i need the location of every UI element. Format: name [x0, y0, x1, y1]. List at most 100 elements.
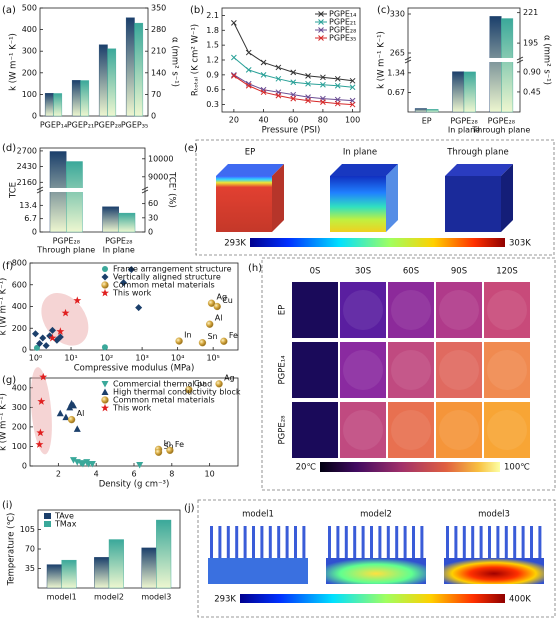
y-tick-label: 400 [22, 25, 37, 34]
point [290, 95, 297, 102]
bar [463, 71, 476, 113]
point [231, 72, 237, 79]
y-tick-label: 1.8 [206, 26, 219, 35]
y-tick-label: 1.5 [206, 41, 219, 50]
fin [386, 526, 390, 560]
x-tick-label: 60 [288, 116, 298, 125]
legend-label: PGPE₂₈ [329, 26, 356, 35]
bar [108, 539, 124, 589]
axis-break [36, 186, 44, 194]
bar [80, 80, 90, 117]
point [305, 80, 311, 87]
thermal-spot [391, 350, 431, 390]
point [88, 461, 96, 468]
point [69, 457, 77, 464]
point [245, 49, 252, 56]
legend-marker [318, 11, 324, 17]
legend-marker [101, 273, 109, 281]
legend-label: PGPE₁₄ [329, 10, 356, 19]
fin [471, 526, 475, 560]
fin [496, 526, 500, 560]
point [69, 401, 77, 409]
y2-tick-label: 0 [148, 228, 153, 237]
thermal-spot [487, 290, 527, 330]
point [154, 448, 163, 456]
x-tick-label: 10 [205, 470, 215, 479]
y-tick-label: 500 [22, 4, 37, 13]
point-label: In [164, 439, 171, 448]
point-label: Al [77, 409, 85, 418]
base [208, 558, 308, 584]
point [320, 81, 326, 88]
panel-frame [195, 139, 555, 256]
thermal-tile [292, 402, 338, 458]
x-tick-label: 2 [56, 470, 61, 479]
point [260, 72, 267, 78]
thermal-tile [436, 282, 482, 338]
bar [118, 212, 136, 233]
y-tick-label: 105 [20, 525, 35, 534]
y-tick-label: 0.9 [206, 70, 219, 79]
point [290, 79, 297, 86]
y-tick-label: 600 [12, 280, 27, 289]
point [305, 72, 311, 79]
point [36, 428, 45, 437]
x-tick-sublabel: In plane [103, 246, 135, 255]
legend-label: Commercial thermal pad [113, 380, 212, 389]
panel-frame [261, 257, 556, 491]
legend-marker [102, 266, 108, 272]
bar [53, 93, 63, 117]
fin [260, 526, 264, 560]
y-axis-label: Temperature (℃) [7, 513, 17, 587]
x-axis-label: Pressure (PSI) [262, 126, 321, 136]
fin [488, 526, 491, 560]
y2-tick-label: 70 [151, 90, 161, 99]
point [166, 446, 174, 455]
fin [361, 526, 365, 560]
line [233, 75, 353, 106]
thermal-tile [340, 342, 386, 398]
heat-sinks [208, 526, 544, 584]
point [36, 339, 44, 347]
x-tick-label: PGEP₂₁ [67, 121, 94, 130]
bar [125, 17, 135, 117]
x-tick-label: 10³ [135, 354, 148, 363]
point [56, 327, 65, 335]
bar [489, 16, 502, 113]
y2-tick-label: 280 [151, 25, 166, 34]
x-tick-sublabel: Through plane [471, 126, 530, 135]
point [33, 344, 40, 351]
point [334, 100, 341, 107]
y-tick-label: 330 [390, 10, 405, 19]
legend-label: TAve [54, 512, 74, 521]
point [305, 97, 311, 104]
legend-label: PGPE₃₅ [329, 34, 356, 43]
colorbar-label: 400K [509, 595, 531, 605]
panel-frame [197, 499, 556, 618]
legend-label: PGPE₂₁ [329, 18, 356, 27]
fin [370, 526, 373, 560]
point [245, 80, 252, 87]
cube-ep [216, 164, 284, 232]
y-tick-label: 100 [22, 90, 37, 99]
x-tick-label: PGEP₃₅ [121, 121, 148, 130]
legend-label: Frame arrangement structure [113, 265, 232, 274]
colorbar-label: 293K [214, 595, 236, 605]
colorbar [320, 462, 500, 472]
point [39, 334, 47, 342]
y2-tick-label: 0.90 [523, 67, 541, 76]
legend-swatch [44, 521, 51, 527]
y2-axis-label: TCE' (%) [167, 171, 177, 208]
thermal-spot [391, 290, 431, 330]
x-tick-label: 4 [94, 470, 99, 479]
bar [452, 71, 465, 113]
panel-label: (b) [190, 5, 204, 16]
y-tick-label: 2.1 [206, 11, 219, 20]
point [73, 425, 81, 432]
axis-break [141, 186, 149, 194]
y-tick-label: 2160 [17, 178, 37, 187]
point [220, 337, 228, 345]
y-axis-label: k (W m⁻¹ K⁻¹) [9, 33, 19, 91]
fin [530, 526, 533, 560]
y-tick-label: 0 [22, 462, 27, 471]
